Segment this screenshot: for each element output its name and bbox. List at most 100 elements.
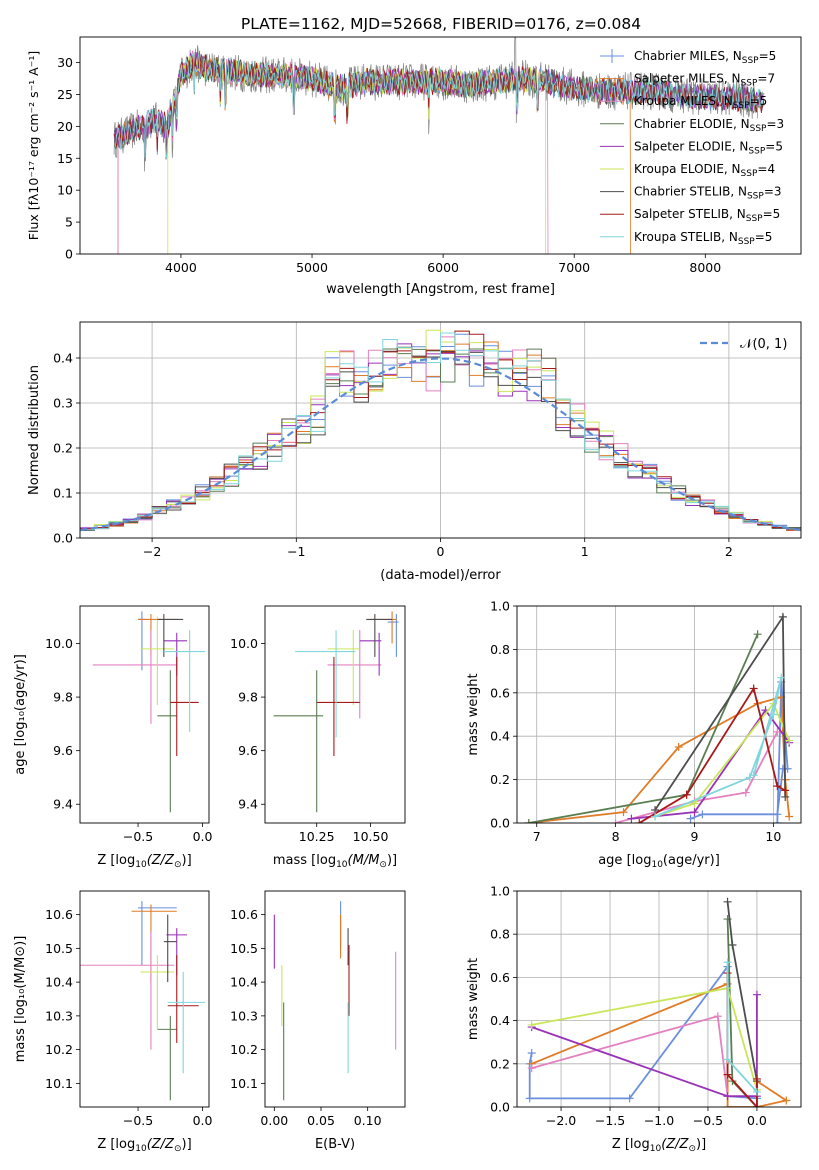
x-tick-label: 0.0: [193, 1113, 213, 1128]
legend-label-tail: =5: [765, 139, 783, 153]
y-tick-label: 0.0: [53, 531, 73, 546]
weight-series-line: [631, 708, 790, 820]
x-axis-label-part: ⊙: [379, 860, 387, 870]
x-tick-label: 10.50: [353, 829, 389, 844]
y-tick-label: 0.4: [53, 351, 73, 366]
weight-point-marker: [728, 941, 737, 949]
legend-label-name: Salpeter MILES, N: [634, 72, 741, 86]
x-axis-label: wavelength [Angstrom, rest frame]: [326, 282, 555, 297]
y-tick-label: 9.6: [53, 743, 73, 758]
legend-label-name: Kroupa ELODIE, N: [634, 162, 741, 176]
mass-weight-vs-Z-panel: −2.0 −1.5 −1.0 −0.5 0.0 0.0 0.2 0.4 0.6 0.8 1.0 mas…: [466, 884, 802, 1154]
y-tick-label: 25: [57, 87, 73, 102]
weight-point-marker: [525, 1094, 534, 1103]
y-tick-label: 1.0: [490, 884, 510, 899]
weight-point-marker: [782, 1096, 791, 1105]
y-tick-label: 10.4: [230, 975, 258, 990]
weight-point-marker: [752, 990, 761, 999]
x-tick-label: 7: [533, 829, 541, 844]
weight-point-marker: [619, 808, 628, 817]
x-tick-label: −1.5: [595, 1113, 625, 1128]
x-tick-label: −1: [287, 544, 305, 559]
x-axis-label-part: E(B-V): [315, 1137, 355, 1152]
y-tick-label: 0: [65, 247, 73, 262]
legend-label-name: Chabrier STELIB, N: [634, 185, 747, 199]
legend-label-name: Salpeter ELODIE, N: [634, 139, 748, 153]
y-axis-label: Flux [fλ10⁻¹⁷ erg cm⁻² s⁻¹ A⁻¹]: [26, 51, 41, 240]
weight-point-marker: [713, 1012, 722, 1021]
y-tick-label: 0.8: [490, 642, 510, 657]
legend-label-tail: =5: [755, 230, 773, 244]
weight-point-marker: [723, 1092, 732, 1101]
y-tick-label: 9.4: [53, 797, 73, 812]
x-tick-label: 0.10: [354, 1113, 382, 1128]
weight-point-marker: [749, 771, 758, 780]
x-tick-label: 8000: [689, 260, 721, 275]
y-tick-label: 9.8: [53, 690, 73, 705]
y-tick-label: 10.1: [230, 1076, 258, 1091]
legend-label-sub: SSP: [748, 146, 765, 156]
axes-frame: [79, 36, 802, 255]
y-tick-label: 10.2: [45, 1042, 73, 1057]
x-tick-label: −0.5: [123, 1113, 153, 1128]
x-tick-label: 1: [581, 544, 589, 559]
x-axis-label-part: (Z/Z: [147, 1137, 175, 1152]
y-tick-label: 10.1: [45, 1076, 73, 1091]
legend-label: Salpeter STELIB, NSSP=5: [634, 207, 780, 224]
legend-label: Chabrier MILES, NSSP=5: [634, 49, 776, 66]
legend-label-sub: SSP: [738, 237, 755, 247]
legend-label: 𝒩(0, 1): [740, 337, 787, 352]
weight-point-marker: [686, 814, 695, 823]
weight-point-marker: [524, 819, 533, 823]
weight-point-marker: [769, 710, 778, 719]
x-axis-label-part: age [log: [598, 853, 651, 868]
age-vs-Z-plot-area: [92, 611, 206, 813]
x-tick-label: 8: [612, 829, 620, 844]
weight-point-marker: [723, 1070, 732, 1079]
y-tick-label: 0.0: [490, 816, 510, 831]
legend-label-name: Chabrier ELODIE, N: [634, 117, 750, 131]
weight-point-marker: [773, 727, 782, 736]
age-vs-Z-panel: −0.5 0.0 9.4 9.6 9.8 10.0 age [log₁₀(age/yr)] Z…: [13, 605, 213, 870]
weight-point-marker: [785, 812, 794, 821]
x-axis-label: E(B-V): [315, 1137, 355, 1152]
mass-weight-vs-Z-plot-area: [525, 897, 791, 1107]
weight-point-marker: [723, 958, 732, 967]
residual-histogram-panel: −2 −1 0 1 2 0.0 0.1 0.2 0.3 0.4 (data-model)/error…: [27, 321, 802, 583]
x-axis-label: mass [log10(M/M⊙)]: [273, 853, 397, 870]
x-tick-label: −2.0: [546, 1113, 576, 1128]
figure-title: PLATE=1162, MJD=52668, FIBERID=0176, z=0…: [241, 15, 641, 33]
weight-point-marker: [627, 814, 636, 823]
legend-label-tail: =3: [766, 117, 784, 131]
x-axis-label: Z [log10(Z/Z⊙)]: [97, 853, 191, 870]
y-tick-label: 0.4: [490, 729, 510, 744]
x-axis-label-part: 10: [651, 860, 663, 870]
x-axis-label-part: )]: [387, 853, 397, 868]
legend-label-tail: =5: [763, 207, 781, 221]
x-tick-label: −0.5: [123, 829, 153, 844]
y-tick-label: 1.0: [490, 599, 510, 614]
weight-point-marker: [625, 1094, 634, 1103]
x-axis-label-part: mass [log: [273, 853, 336, 868]
y-tick-label: 0.1: [53, 486, 73, 501]
y-axis-label: mass weight: [466, 673, 481, 755]
x-axis-label-part: 10: [135, 860, 147, 870]
weight-point-marker: [635, 819, 644, 823]
legend-label: Salpeter MILES, NSSP=7: [634, 72, 775, 89]
legend-label-tail: =4: [757, 162, 775, 176]
y-tick-label: 0.6: [490, 685, 510, 700]
age-vs-mass-panel: 10.25 10.50 9.4 9.6 9.8 10.0 mass [log10(M/M⊙)…: [230, 605, 406, 870]
weight-point-marker: [773, 810, 782, 819]
legend-label-tail: =3: [764, 185, 782, 199]
legend-label: Salpeter ELODIE, NSSP=5: [634, 139, 783, 156]
x-tick-label: 4000: [165, 260, 197, 275]
legend-label: Chabrier STELIB, NSSP=3: [634, 185, 782, 202]
y-tick-label: 15: [57, 151, 73, 166]
y-tick-label: 0.0: [490, 1100, 510, 1115]
legend-label-sub: SSP: [741, 169, 758, 179]
x-tick-label: 7000: [558, 260, 590, 275]
weight-series-line: [528, 633, 759, 823]
legend-label: Kroupa STELIB, NSSP=5: [634, 230, 772, 247]
x-tick-label: 9: [691, 829, 699, 844]
